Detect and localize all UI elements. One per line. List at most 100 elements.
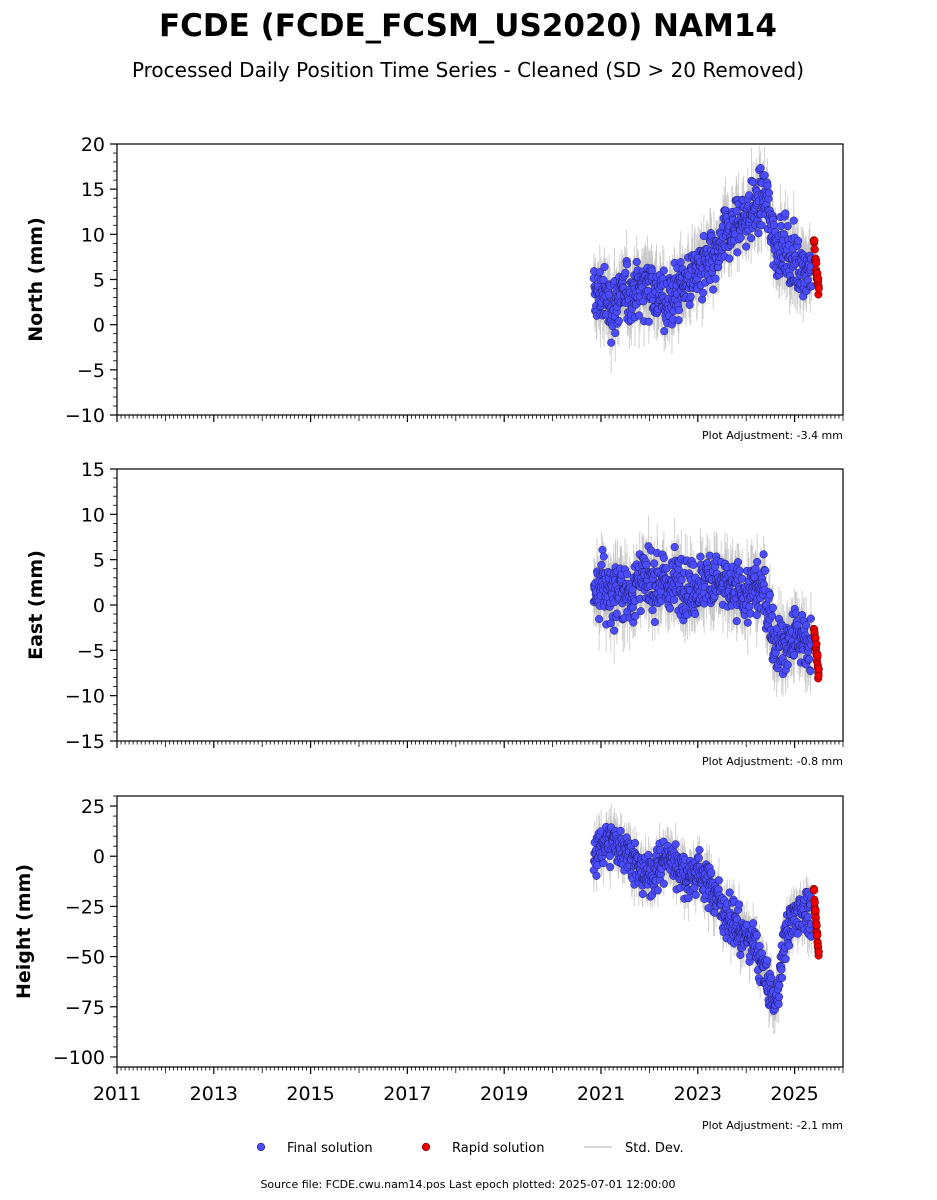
final-point (677, 575, 686, 584)
final-point (764, 188, 773, 197)
data-layer (589, 803, 823, 1035)
final-point (616, 826, 625, 835)
final-point (752, 931, 761, 940)
final-point (634, 311, 644, 320)
final-point (767, 973, 776, 982)
y-tick-label: 10 (81, 504, 105, 526)
plot-adjustment-note: Plot Adjustment: -3.4 mm (702, 429, 843, 442)
y-tick-label: 0 (93, 315, 105, 337)
source-footer: Source file: FCDE.cwu.nam14.pos Last epo… (260, 1178, 675, 1191)
rapid-points (809, 236, 823, 299)
final-point (699, 288, 708, 297)
final-point (765, 590, 774, 599)
y-tick-label: 5 (93, 270, 105, 292)
final-point (610, 626, 619, 635)
plot-frame (116, 143, 844, 416)
final-point (691, 609, 700, 619)
final-point (659, 553, 668, 562)
final-point (674, 306, 684, 315)
x-tick-label: 2021 (577, 1083, 625, 1105)
final-point (736, 233, 745, 242)
final-point (698, 295, 707, 304)
final-point (735, 900, 744, 909)
y-tick-label: −50 (65, 947, 105, 969)
x-tick-label: 2017 (383, 1083, 431, 1105)
final-point (742, 242, 751, 251)
final-point (768, 603, 777, 612)
rapid-points (809, 624, 823, 683)
final-point (779, 230, 789, 239)
y-tick-label: 5 (93, 550, 105, 572)
rapid-point (814, 284, 823, 293)
final-point (695, 845, 704, 855)
y-tick-label: 15 (81, 459, 105, 481)
y-tick-label: 20 (81, 134, 105, 156)
y-axis-label: Height (mm) (13, 864, 35, 999)
final-point (630, 839, 640, 848)
x-tick-label: 2019 (480, 1083, 528, 1105)
final-point (621, 268, 630, 277)
final-point (642, 561, 651, 570)
final-point (696, 552, 705, 561)
final-point (783, 660, 792, 669)
final-point (781, 209, 790, 218)
legend-rapid-marker (421, 1142, 431, 1152)
final-point (689, 560, 698, 569)
y-tick-label: −10 (65, 686, 105, 708)
final-points (589, 822, 816, 1015)
rapid-point (811, 906, 820, 915)
panel-2: 15 10 5 0 −5 −10 −15 East (mm) Plot Adjustment: … (25, 459, 844, 768)
rapid-point (814, 274, 823, 283)
final-point (777, 965, 786, 974)
legend: Final solution Rapid solution Std. Dev. (256, 1141, 684, 1156)
final-point (607, 338, 616, 347)
final-point (614, 316, 623, 326)
final-point (806, 666, 815, 676)
rapid-point (810, 236, 819, 245)
final-point (684, 894, 693, 903)
final-point (685, 300, 694, 309)
final-point (595, 268, 604, 277)
data-layer (589, 515, 823, 698)
final-point (793, 929, 802, 938)
final-point (631, 612, 640, 621)
final-point (754, 229, 763, 238)
final-point (763, 956, 772, 965)
final-point (595, 615, 604, 624)
y-tick-label: 0 (93, 595, 105, 617)
final-point (735, 566, 744, 575)
rapid-point (812, 639, 821, 649)
final-point (789, 216, 798, 225)
y-tick-label: −75 (65, 997, 105, 1019)
final-point (725, 888, 734, 897)
panel-1: 20 15 10 5 0 −5 −10 North (mm) Plot Adjustment: … (25, 134, 844, 442)
legend-rapid-label: Rapid solution (452, 1141, 544, 1156)
final-point (759, 550, 768, 559)
plot-adjustment-note: Plot Adjustment: -2.1 mm (702, 1119, 843, 1132)
final-point (644, 317, 653, 326)
rapid-point (810, 886, 819, 895)
y-tick-label: 25 (81, 796, 105, 818)
y-tick-label: −25 (65, 896, 105, 918)
final-point (805, 655, 814, 664)
final-point (777, 973, 787, 982)
rapid-points (809, 884, 823, 960)
final-point (611, 329, 620, 338)
y-tick-label: 10 (81, 224, 105, 246)
final-point (760, 171, 769, 180)
final-point (686, 292, 695, 301)
final-point (670, 543, 679, 552)
final-point (659, 879, 668, 888)
x-tick-label: 2015 (286, 1083, 334, 1105)
final-point (785, 941, 794, 950)
final-point (674, 316, 683, 325)
y-tick-label: −15 (65, 731, 105, 753)
panel-3: 25 0 −25 −50 −75 −100 2011 2013 2015 2017 2019 2021… (13, 795, 844, 1132)
final-point (691, 890, 700, 899)
final-point (745, 602, 754, 611)
final-point (756, 164, 765, 173)
final-point (676, 258, 685, 267)
final-point (653, 886, 662, 895)
final-point (671, 840, 680, 849)
final-point (733, 558, 743, 567)
